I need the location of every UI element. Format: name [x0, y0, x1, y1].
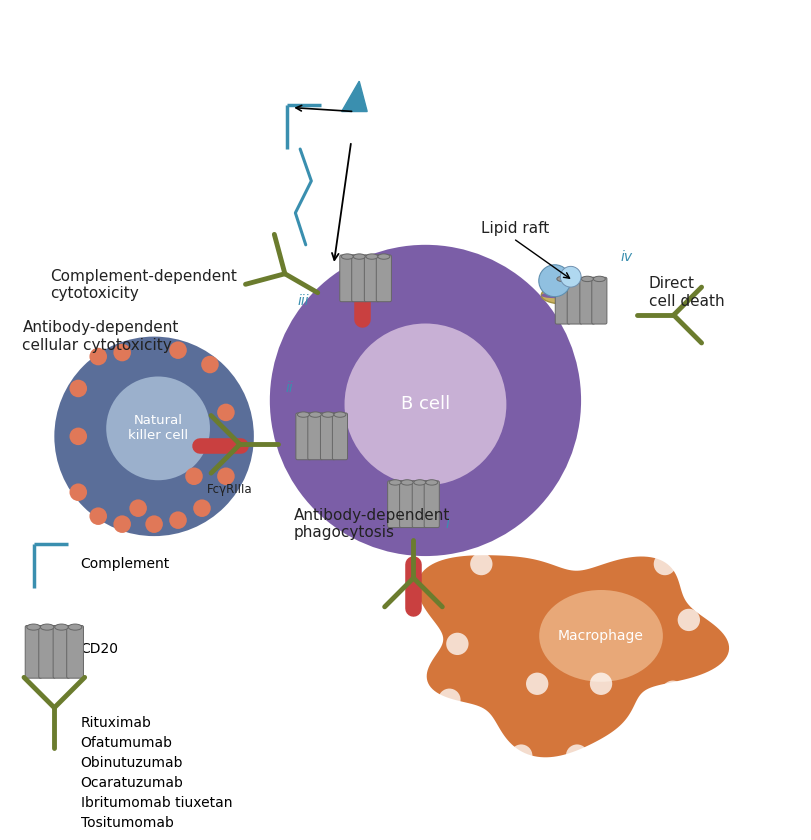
- FancyBboxPatch shape: [364, 255, 380, 302]
- Circle shape: [470, 553, 492, 575]
- FancyBboxPatch shape: [388, 480, 403, 528]
- FancyBboxPatch shape: [333, 413, 348, 459]
- Circle shape: [590, 673, 612, 695]
- Circle shape: [169, 512, 187, 529]
- Circle shape: [106, 376, 210, 480]
- Text: Antibody-dependent
cellular cytotoxicity: Antibody-dependent cellular cytotoxicity: [23, 320, 178, 353]
- Circle shape: [89, 507, 107, 525]
- Circle shape: [70, 380, 87, 397]
- Circle shape: [622, 728, 644, 751]
- Circle shape: [201, 356, 219, 373]
- Ellipse shape: [541, 281, 605, 304]
- Circle shape: [70, 428, 87, 445]
- Text: Natural
killer cell: Natural killer cell: [128, 414, 188, 443]
- Circle shape: [510, 744, 532, 767]
- Ellipse shape: [298, 412, 310, 417]
- FancyBboxPatch shape: [376, 255, 392, 302]
- Ellipse shape: [68, 624, 82, 630]
- Text: Macrophage: Macrophage: [558, 629, 644, 643]
- Ellipse shape: [426, 480, 438, 486]
- Circle shape: [345, 323, 506, 486]
- Ellipse shape: [354, 254, 365, 260]
- Circle shape: [193, 500, 211, 517]
- Ellipse shape: [366, 254, 378, 260]
- Circle shape: [217, 468, 234, 485]
- Text: Rituximab
Ofatumumab
Obinutuzumab
Ocaratuzumab
Ibritumomab tiuxetan
Tositumomab: Rituximab Ofatumumab Obinutuzumab Ocarat…: [80, 716, 232, 830]
- Circle shape: [462, 728, 484, 751]
- Circle shape: [114, 516, 131, 533]
- Ellipse shape: [378, 254, 390, 260]
- Circle shape: [270, 244, 581, 556]
- FancyBboxPatch shape: [54, 626, 70, 678]
- Ellipse shape: [334, 412, 346, 417]
- Ellipse shape: [310, 412, 321, 417]
- FancyBboxPatch shape: [567, 277, 582, 324]
- Text: CD20: CD20: [80, 643, 118, 656]
- Circle shape: [678, 609, 700, 631]
- FancyBboxPatch shape: [352, 255, 367, 302]
- Circle shape: [654, 553, 676, 575]
- Circle shape: [145, 516, 163, 533]
- Text: Lipid raft: Lipid raft: [481, 222, 550, 236]
- FancyBboxPatch shape: [424, 480, 440, 528]
- FancyBboxPatch shape: [556, 277, 570, 324]
- Ellipse shape: [539, 590, 663, 682]
- Ellipse shape: [569, 276, 581, 281]
- FancyBboxPatch shape: [67, 626, 84, 678]
- Text: iii: iii: [298, 294, 309, 307]
- Ellipse shape: [541, 287, 605, 298]
- Text: i: i: [445, 517, 449, 531]
- FancyBboxPatch shape: [320, 413, 336, 459]
- Text: B cell: B cell: [401, 396, 450, 413]
- FancyBboxPatch shape: [592, 277, 607, 324]
- Circle shape: [114, 344, 131, 361]
- Circle shape: [185, 468, 203, 485]
- Text: iv: iv: [621, 249, 633, 264]
- FancyBboxPatch shape: [308, 413, 323, 459]
- Text: Direct
cell death: Direct cell death: [649, 276, 724, 309]
- Circle shape: [539, 265, 571, 297]
- Circle shape: [438, 689, 461, 711]
- Circle shape: [169, 341, 187, 359]
- Circle shape: [598, 537, 620, 559]
- FancyBboxPatch shape: [296, 413, 311, 459]
- Circle shape: [526, 673, 548, 695]
- Ellipse shape: [401, 480, 413, 486]
- Ellipse shape: [41, 624, 54, 630]
- FancyBboxPatch shape: [25, 626, 42, 678]
- Ellipse shape: [341, 254, 354, 260]
- Ellipse shape: [557, 276, 569, 281]
- Text: Complement: Complement: [80, 557, 170, 571]
- Circle shape: [566, 744, 588, 767]
- FancyBboxPatch shape: [580, 277, 595, 324]
- FancyBboxPatch shape: [340, 255, 355, 302]
- Circle shape: [560, 266, 581, 287]
- Circle shape: [446, 633, 469, 655]
- Text: Complement-dependent
cytotoxicity: Complement-dependent cytotoxicity: [50, 269, 238, 301]
- Text: Antibody-dependent
phagocytosis: Antibody-dependent phagocytosis: [294, 508, 450, 540]
- Circle shape: [217, 404, 234, 421]
- FancyBboxPatch shape: [39, 626, 55, 678]
- Ellipse shape: [27, 624, 41, 630]
- Ellipse shape: [322, 412, 334, 417]
- Ellipse shape: [54, 624, 68, 630]
- Circle shape: [526, 529, 548, 551]
- FancyBboxPatch shape: [400, 480, 414, 528]
- Ellipse shape: [389, 480, 401, 486]
- Text: ii: ii: [285, 381, 294, 396]
- Polygon shape: [418, 555, 729, 758]
- Ellipse shape: [581, 276, 594, 281]
- Circle shape: [662, 680, 684, 703]
- Circle shape: [130, 500, 147, 517]
- Circle shape: [54, 337, 254, 536]
- Polygon shape: [341, 81, 367, 112]
- Text: FcγRIIIa: FcγRIIIa: [207, 483, 253, 496]
- Ellipse shape: [594, 276, 605, 281]
- Ellipse shape: [414, 480, 426, 486]
- FancyBboxPatch shape: [412, 480, 427, 528]
- Circle shape: [70, 484, 87, 501]
- Circle shape: [89, 348, 107, 365]
